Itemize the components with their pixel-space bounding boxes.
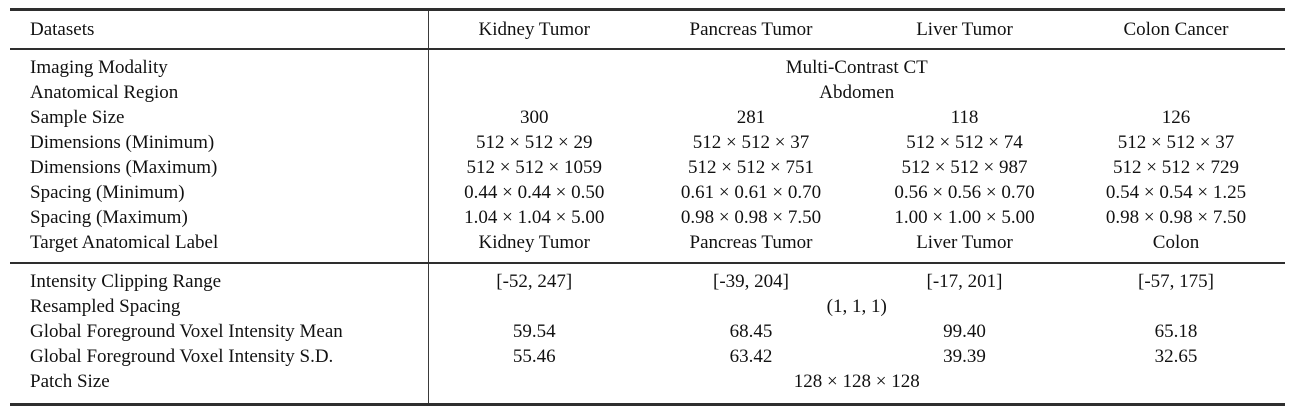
- cell-value: 68.45: [729, 321, 773, 342]
- table-row-dimensions-minimum: Dimensions (Minimum) 512 × 512 × 29 512 …: [10, 130, 1285, 155]
- cell-value: Colon: [1152, 232, 1200, 253]
- cell-value: 0.44 × 0.44 × 0.50: [464, 182, 605, 203]
- cell-value: [-39, 204]: [640, 262, 862, 294]
- cell-value: 0.54 × 0.54 × 1.25: [1105, 182, 1247, 203]
- cell-value: 39.39: [943, 346, 986, 367]
- cell-value: 118: [950, 107, 979, 128]
- cell-value: [-52, 247]: [428, 262, 640, 294]
- header-datasets: Datasets: [10, 9, 429, 50]
- cell-value: 512 × 512 × 1059: [466, 157, 602, 178]
- table-row-sample-size: Sample Size 300 281 118 126: [10, 105, 1285, 130]
- table-row-resampled-spacing: Resampled Spacing (1, 1, 1): [10, 294, 1285, 319]
- row-label: Resampled Spacing: [10, 294, 429, 319]
- row-label: Intensity Clipping Range: [10, 262, 429, 294]
- table-row-global-foreground-voxel-intensity-sd: Global Foreground Voxel Intensity S.D. 5…: [10, 344, 1285, 369]
- cell-value: 0.98 × 0.98 × 7.50: [1105, 207, 1247, 228]
- cell-value: 55.46: [512, 346, 556, 367]
- row-label: Target Anatomical Label: [10, 230, 429, 263]
- table-row-dimensions-maximum: Dimensions (Maximum) 512 × 512 × 1059 51…: [10, 155, 1285, 180]
- cell-value: 512 × 512 × 74: [906, 132, 1023, 153]
- cell-value: [-57, 175]: [1067, 262, 1285, 294]
- row-label: Dimensions (Minimum): [10, 130, 429, 155]
- cell-value: 99.40: [943, 321, 986, 342]
- table-row-patch-size: Patch Size 128 × 128 × 128: [10, 369, 1285, 405]
- cell-value: 0.61 × 0.61 × 0.70: [680, 182, 822, 203]
- spanning-value: 128 × 128 × 128: [793, 371, 920, 392]
- cell-value: 59.54: [512, 321, 556, 342]
- row-label: Global Foreground Voxel Intensity Mean: [10, 319, 429, 344]
- cell-value: 512 × 512 × 751: [688, 157, 814, 178]
- table-row-global-foreground-voxel-intensity-mean: Global Foreground Voxel Intensity Mean 5…: [10, 319, 1285, 344]
- cell-value: 512 × 512 × 29: [476, 132, 593, 153]
- section-preprocessing: Intensity Clipping Range [-52, 247] [-39…: [10, 262, 1285, 405]
- spanning-value: Abdomen: [819, 82, 895, 103]
- cell-value: 0.56 × 0.56 × 0.70: [894, 182, 1035, 203]
- cell-value: 65.18: [1154, 321, 1198, 342]
- cell-value: 281: [736, 107, 766, 128]
- table-row-spacing-maximum: Spacing (Maximum) 1.04 × 1.04 × 5.00 0.9…: [10, 205, 1285, 230]
- cell-value: 512 × 512 × 729: [1113, 157, 1239, 178]
- paper-table-figure: Datasets Kidney Tumor Pancreas Tumor Liv…: [10, 8, 1285, 406]
- row-label: Dimensions (Maximum): [10, 155, 429, 180]
- row-label: Anatomical Region: [10, 80, 429, 105]
- section-acquisition: Imaging Modality Multi-Contrast CT Anato…: [10, 49, 1285, 263]
- table-row-spacing-minimum: Spacing (Minimum) 0.44 × 0.44 × 0.50 0.6…: [10, 180, 1285, 205]
- cell-value: 1.04 × 1.04 × 5.00: [464, 207, 605, 228]
- column-header-pancreas-tumor: Pancreas Tumor: [640, 9, 862, 50]
- cell-value: Pancreas Tumor: [689, 232, 813, 253]
- row-label: Patch Size: [10, 369, 429, 405]
- table-row-target-anatomical-label: Target Anatomical Label Kidney Tumor Pan…: [10, 230, 1285, 263]
- table-row-imaging-modality: Imaging Modality Multi-Contrast CT: [10, 49, 1285, 80]
- table-row-intensity-clipping-range: Intensity Clipping Range [-52, 247] [-39…: [10, 262, 1285, 294]
- row-label: Sample Size: [10, 105, 429, 130]
- cell-value: 1.00 × 1.00 × 5.00: [894, 207, 1035, 228]
- cell-value: 0.98 × 0.98 × 7.50: [680, 207, 822, 228]
- row-label: Spacing (Minimum): [10, 180, 429, 205]
- cell-value: 300: [520, 107, 549, 128]
- cell-value: 126: [1161, 107, 1191, 128]
- cell-value: Liver Tumor: [916, 232, 1013, 253]
- row-label: Global Foreground Voxel Intensity S.D.: [10, 344, 429, 369]
- cell-value: [-17, 201]: [862, 262, 1067, 294]
- cell-value: 63.42: [729, 346, 773, 367]
- cell-value: Kidney Tumor: [478, 232, 590, 253]
- cell-value: 512 × 512 × 37: [692, 132, 810, 153]
- cell-value: 512 × 512 × 37: [1117, 132, 1235, 153]
- spanning-value: (1, 1, 1): [826, 296, 887, 317]
- column-header-liver-tumor: Liver Tumor: [862, 9, 1067, 50]
- column-header-kidney-tumor: Kidney Tumor: [428, 9, 640, 50]
- cell-value: 512 × 512 × 987: [901, 157, 1028, 178]
- spanning-value: Multi-Contrast CT: [785, 57, 928, 78]
- row-label: Imaging Modality: [10, 49, 429, 80]
- row-label: Spacing (Maximum): [10, 205, 429, 230]
- cell-value: 32.65: [1154, 346, 1198, 367]
- column-header-colon-cancer: Colon Cancer: [1067, 9, 1285, 50]
- table-row-anatomical-region: Anatomical Region Abdomen: [10, 80, 1285, 105]
- header-row: Datasets Kidney Tumor Pancreas Tumor Liv…: [10, 9, 1285, 50]
- datasets-table: Datasets Kidney Tumor Pancreas Tumor Liv…: [10, 8, 1285, 406]
